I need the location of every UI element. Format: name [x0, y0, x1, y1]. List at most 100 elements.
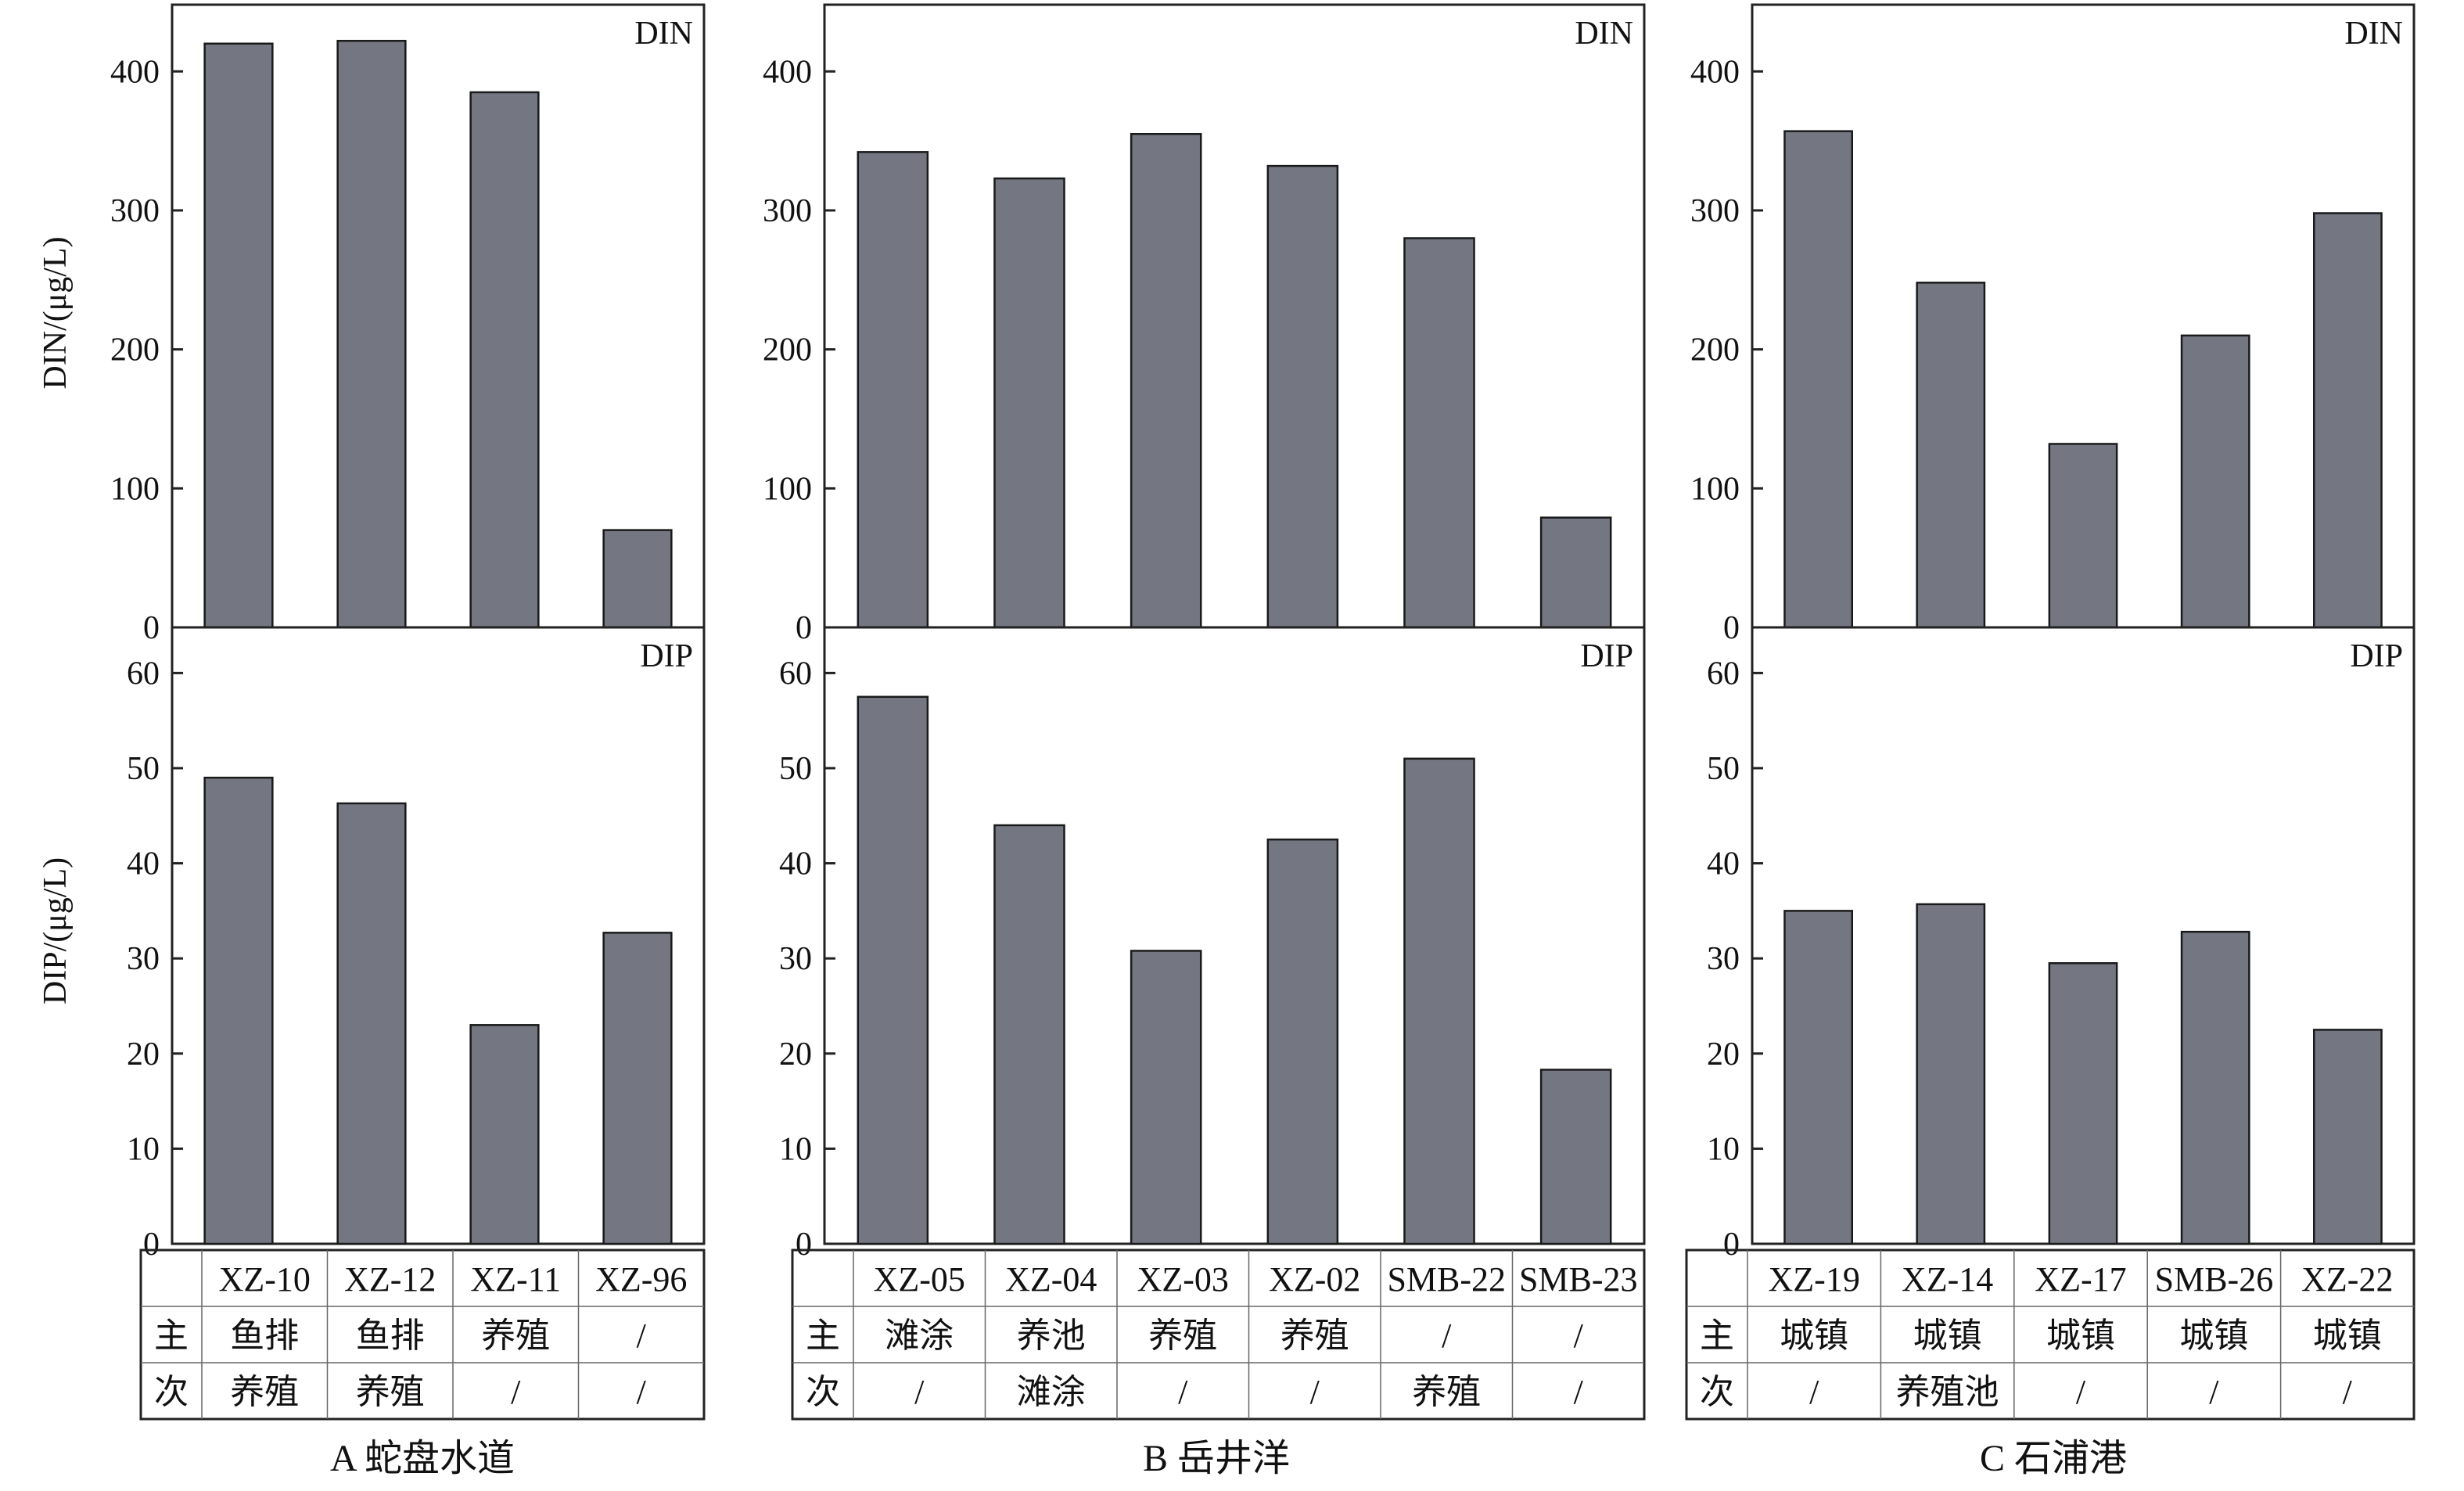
din-subplot: 0 100 200 300 400 DIN [763, 3, 1646, 646]
panel-3: 0 100 200 300 400 DIN 0 10 20 30 40 50 60 DIP 主次 XZ-19 X… [1685, 3, 2416, 1479]
table-source-cell: / [511, 1373, 521, 1411]
din-bar-SMB-23 [1539, 516, 1612, 629]
din-bar-XZ-10 [203, 42, 274, 629]
table-source-cell: 养殖 [1280, 1317, 1349, 1355]
din-tick-label: 0 [143, 610, 160, 646]
table-border [791, 1248, 1646, 1421]
panel-caption: C 石浦港 [1980, 1438, 2127, 1479]
table-station-cell: XZ-11 [470, 1260, 561, 1299]
table-source-cell: 养殖 [230, 1373, 299, 1411]
table-row-header: 主 [154, 1317, 189, 1355]
din-tick-label: 100 [763, 471, 812, 507]
table-station-cell: XZ-14 [1902, 1260, 1993, 1299]
din-tick-label: 200 [763, 332, 812, 368]
dip-tick-label: 50 [779, 751, 812, 787]
table-station-cell: SMB-22 [1387, 1260, 1506, 1299]
table-station-cell: XZ-10 [219, 1260, 311, 1299]
din-bar-XZ-17 [2048, 443, 2118, 629]
table-row-header: 次 [154, 1373, 189, 1411]
table-source-cell: / [1178, 1373, 1188, 1411]
table-border [139, 1248, 706, 1421]
din-bar-SMB-26 [2180, 334, 2250, 629]
table-row-header: 主 [1700, 1317, 1734, 1355]
table-station-cell: XZ-22 [2301, 1260, 2393, 1299]
dip-tick-label: 0 [1723, 1227, 1740, 1263]
dip-bar-XZ-14 [1916, 903, 1986, 1245]
din-tick-label: 400 [1690, 54, 1740, 90]
table-station-cell: XZ-04 [1005, 1260, 1097, 1299]
table-source-cell: 养殖 [481, 1317, 550, 1355]
dip-tick-label: 0 [143, 1227, 160, 1263]
din-tick-label: 300 [1690, 193, 1740, 229]
table-source-cell: / [1574, 1317, 1584, 1355]
dip-tick-label: 40 [779, 846, 812, 882]
table-source-cell: / [1442, 1317, 1452, 1355]
dip-tick-label: 30 [1707, 941, 1740, 977]
table-source-cell: 城镇 [1780, 1317, 1848, 1355]
dip-subplot: 0 10 20 30 40 50 60 DIP [1707, 626, 2416, 1263]
din-bar-XZ-02 [1266, 164, 1339, 629]
table-station-cell: XZ-19 [1769, 1260, 1860, 1299]
dip-bar-XZ-17 [2048, 962, 2118, 1245]
dip-title: DIP [1580, 638, 1633, 674]
dip-tick-label: 10 [779, 1131, 812, 1167]
dip-tick-label: 10 [127, 1131, 160, 1167]
din-subplot: 0 100 200 300 400 DIN [1690, 3, 2416, 646]
dip-tick-label: 20 [779, 1037, 812, 1072]
din-bar-XZ-14 [1916, 282, 1986, 629]
din-tick-label: 100 [110, 471, 160, 507]
din-tick-label: 300 [763, 193, 812, 229]
panel-caption: B 岳井洋 [1143, 1438, 1290, 1479]
dip-tick-label: 60 [779, 656, 812, 692]
dip-tick-label: 40 [1707, 846, 1740, 882]
table-source-cell: 滩涂 [1017, 1373, 1086, 1411]
dip-y-axis-label: DIP/(μg/L) [38, 857, 74, 1004]
table-border [1685, 1248, 2416, 1421]
table-source-cell: 养殖 [1148, 1317, 1217, 1355]
dip-tick-label: 50 [1707, 751, 1740, 787]
dip-tick-label: 30 [779, 941, 812, 977]
table-station-cell: SMB-26 [2155, 1260, 2274, 1299]
dip-title: DIP [2350, 638, 2403, 674]
dip-tick-label: 60 [127, 656, 160, 692]
din-tick-label: 0 [796, 610, 812, 646]
table-source-cell: / [1574, 1373, 1584, 1411]
table-station-cell: SMB-23 [1519, 1260, 1638, 1299]
dip-bar-XZ-05 [857, 695, 929, 1245]
dip-tick-label: 30 [127, 941, 160, 977]
table-source-cell: / [2076, 1373, 2086, 1411]
dip-plot-frame [823, 626, 1646, 1245]
din-tick-label: 200 [1690, 332, 1740, 368]
din-bar-XZ-11 [469, 91, 540, 629]
din-bar-XZ-96 [602, 529, 673, 629]
table-source-cell: 城镇 [1913, 1317, 1982, 1355]
dip-bar-XZ-19 [1783, 910, 1853, 1245]
din-bar-XZ-12 [336, 39, 407, 629]
table-source-cell: 鱼排 [230, 1317, 299, 1355]
table-row-header: 主 [806, 1317, 840, 1355]
din-tick-label: 100 [1690, 471, 1740, 507]
dip-bar-XZ-02 [1266, 838, 1339, 1245]
dip-bar-XZ-12 [336, 802, 407, 1245]
din-title: DIN [1575, 16, 1633, 52]
dip-tick-label: 40 [127, 846, 160, 882]
din-y-axis-label: DIN/(μg/L) [38, 236, 74, 389]
table-source-cell: 城镇 [2046, 1317, 2115, 1355]
dip-bar-XZ-11 [469, 1024, 540, 1245]
dip-bar-SMB-22 [1403, 757, 1475, 1245]
table-source-cell: / [1809, 1373, 1819, 1411]
table-station-cell: XZ-17 [2035, 1260, 2126, 1299]
table-station-cell: XZ-02 [1269, 1260, 1360, 1299]
dip-plot-frame [171, 626, 706, 1245]
din-bar-XZ-04 [993, 177, 1065, 629]
table-station-cell: XZ-96 [595, 1260, 687, 1299]
table-source-cell: 养殖 [356, 1373, 425, 1411]
dip-tick-label: 10 [1707, 1131, 1740, 1167]
table-station-cell: XZ-03 [1137, 1260, 1229, 1299]
panel-2: 0 100 200 300 400 DIN 0 10 20 30 40 50 60 DIP 主次 XZ-05 X… [763, 3, 1646, 1479]
din-tick-label: 200 [110, 332, 160, 368]
table-row-header: 次 [806, 1373, 840, 1411]
dip-bar-XZ-96 [602, 932, 673, 1245]
